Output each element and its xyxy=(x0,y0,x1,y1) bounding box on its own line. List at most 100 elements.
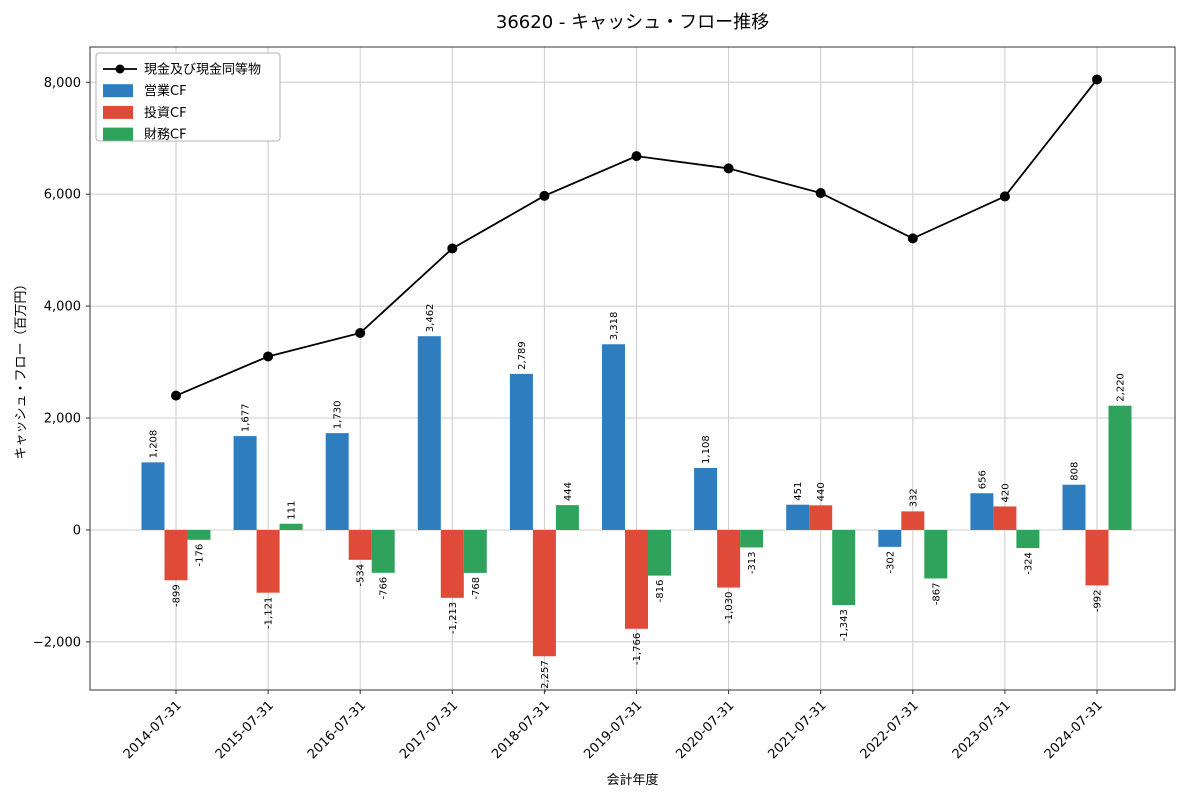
bar-value-label: -302 xyxy=(885,551,896,574)
bar-series-営業CF xyxy=(141,336,1086,547)
cash-line-marker xyxy=(631,151,642,162)
y-tick-label: 6,000 xyxy=(44,188,81,203)
cash-line-marker xyxy=(1092,74,1102,85)
y-axis-title: キャッシュ・フロー（百万円） xyxy=(14,277,29,459)
bar-value-label: -2,257 xyxy=(540,660,551,692)
y-tick-label: 2,000 xyxy=(44,412,81,427)
legend-label-財務CF: 財務CF xyxy=(144,128,187,143)
bar-value-label: -1,213 xyxy=(448,602,459,634)
cash-line-marker xyxy=(815,188,826,199)
bar-value-label: 440 xyxy=(816,482,827,501)
y-tick-label: −2,000 xyxy=(33,635,81,650)
legend-marker-icon xyxy=(115,64,125,74)
cash-line-marker xyxy=(907,233,918,244)
bar xyxy=(993,506,1017,530)
bar-value-label: 444 xyxy=(563,482,574,501)
bar xyxy=(417,336,441,530)
bar xyxy=(233,436,257,530)
bar xyxy=(878,529,902,547)
cash-line-marker xyxy=(723,163,734,174)
bar xyxy=(717,529,741,588)
bar-value-label: -899 xyxy=(172,584,183,607)
plot-border xyxy=(89,46,1176,691)
bar-value-label: 1,730 xyxy=(333,400,344,429)
bar xyxy=(832,529,856,606)
bar-value-label: -534 xyxy=(356,564,367,587)
bar xyxy=(371,529,395,573)
bar xyxy=(901,511,925,530)
bar-value-label: 1,208 xyxy=(149,430,160,459)
bar-value-label: -768 xyxy=(471,577,482,600)
bar-value-label: 3,462 xyxy=(425,304,436,333)
bar xyxy=(924,529,948,579)
bar-value-label: -176 xyxy=(195,544,206,567)
bar-value-label: 3,318 xyxy=(609,312,620,341)
bar xyxy=(602,344,625,530)
bar-series-財務CF xyxy=(187,405,1132,606)
cash-line-marker xyxy=(539,190,550,201)
line-series-現金及び現金同等物 xyxy=(171,74,1102,401)
bar xyxy=(1085,529,1109,586)
bar xyxy=(141,462,165,530)
bar xyxy=(625,529,648,629)
bar-value-label: 656 xyxy=(977,470,988,489)
bar xyxy=(970,493,994,530)
cash-line-marker xyxy=(447,243,458,254)
bar xyxy=(463,529,487,573)
legend-swatch-投資CF xyxy=(103,105,133,119)
bar xyxy=(809,505,833,530)
bar xyxy=(1016,529,1040,549)
bar xyxy=(256,529,280,593)
bar-value-label: -766 xyxy=(379,577,390,600)
bar-value-label: -313 xyxy=(747,551,758,574)
cash-line-marker xyxy=(263,351,274,362)
bar-value-label: 420 xyxy=(1000,483,1011,502)
bar-value-label: -1,030 xyxy=(724,592,735,624)
bar xyxy=(532,529,556,657)
bar-value-label: -816 xyxy=(655,580,666,603)
cash-line-marker xyxy=(171,390,181,401)
bar xyxy=(555,505,579,530)
legend-label-投資CF: 投資CF xyxy=(144,105,187,121)
bar xyxy=(786,504,810,530)
y-tick-label: 4,000 xyxy=(44,300,81,315)
bar-series-投資CF xyxy=(164,505,1109,657)
bar-value-label: 2,789 xyxy=(517,341,528,370)
bar-value-label: -1,343 xyxy=(839,609,850,641)
legend-box xyxy=(95,52,281,142)
cash-line-marker xyxy=(999,191,1010,202)
bar xyxy=(509,373,533,530)
y-tick-label: 0 xyxy=(73,523,81,538)
legend-label-cash: 現金及び現金同等物 xyxy=(144,62,261,78)
bar xyxy=(348,529,372,560)
chart-title: 36620 - キャッシュ・フロー推移 xyxy=(496,12,769,33)
bar-value-label: 2,220 xyxy=(1116,373,1127,402)
bar-value-label: 1,677 xyxy=(241,403,252,432)
bar-value-label: 451 xyxy=(793,482,804,501)
legend-swatch-営業CF xyxy=(103,84,133,98)
bar-value-label: 1,108 xyxy=(701,435,712,464)
x-axis-title: 会計年度 xyxy=(606,772,658,788)
bar-value-label: -867 xyxy=(931,582,942,605)
bar xyxy=(1108,405,1132,530)
bar xyxy=(164,529,188,581)
bar-value-label: 332 xyxy=(908,488,919,507)
bar xyxy=(1062,484,1086,530)
cash-line-marker xyxy=(355,327,366,338)
bar xyxy=(740,529,764,548)
bar xyxy=(694,467,718,530)
legend-label-営業CF: 営業CF xyxy=(144,83,187,99)
bar-value-label: -1,121 xyxy=(264,597,275,629)
bar-value-label: -324 xyxy=(1023,552,1034,575)
legend-swatch-財務CF xyxy=(103,127,133,141)
bar-value-labels: 1,208 1,677 1,730 3,462 2,789 3,318 1,108 451 -3… xyxy=(149,304,1127,693)
bar xyxy=(648,529,671,576)
bar xyxy=(325,433,349,530)
bar xyxy=(187,529,211,540)
bar xyxy=(440,529,464,598)
bar-value-label: 808 xyxy=(1070,462,1081,481)
